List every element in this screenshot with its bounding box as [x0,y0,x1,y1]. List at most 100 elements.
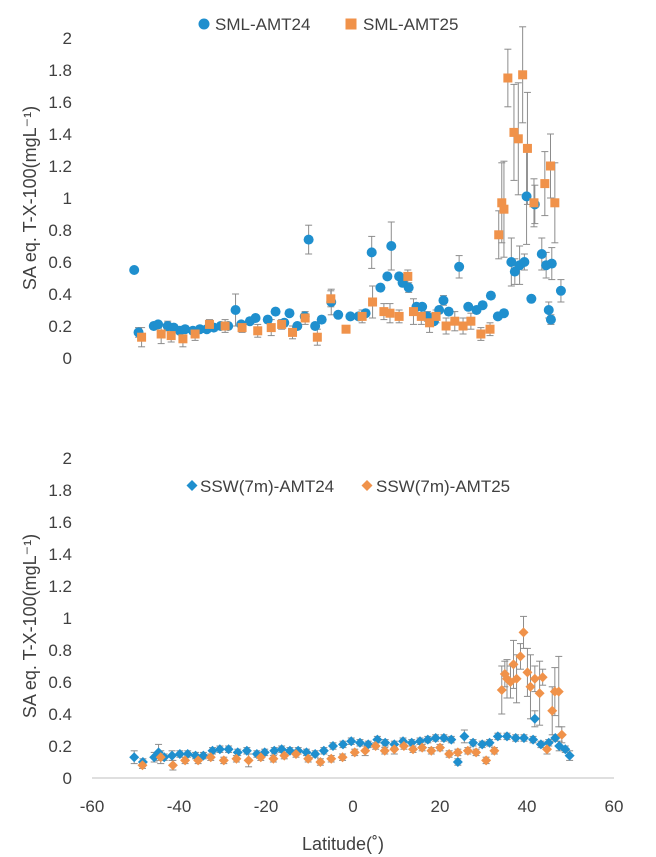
data-point [386,241,397,251]
data-point [518,627,529,638]
data-point [452,747,463,758]
y-tick-label: 1.8 [48,61,72,80]
data-point [555,285,566,296]
data-point [560,744,571,755]
data-point [354,737,365,748]
data-point [403,282,414,293]
y-tick-labels: 0 0.2 0.4 0.6 0.8 1 1.2 1.4 1.6 1.8 2 [48,449,72,788]
data-point [529,198,539,208]
data-point [485,290,496,301]
y-tick-label: 1.6 [48,93,72,112]
data-point [303,753,314,764]
data-point [518,70,528,80]
data-point [454,261,465,272]
error-bars [135,26,565,348]
y-tick-label: 1.4 [48,545,72,564]
data-point [452,757,463,767]
data-point [499,204,509,214]
data-point [129,752,140,763]
data-point [446,734,457,745]
data-point [266,323,276,333]
data-points [129,70,566,344]
data-point [269,745,280,756]
data-point [466,316,476,326]
x-tick-label: 60 [605,797,624,816]
data-point [262,314,273,325]
legend: SSW(7m)-AMT24 SSW(7m)-AMT25 [186,477,510,496]
data-point [536,249,547,259]
data-point [537,672,548,683]
y-tick-labels: 0 0.2 0.4 0.6 0.8 1 1.2 1.4 1.6 1.8 2 [48,29,72,368]
legend-label-ssw-amt24: SSW(7m)-AMT24 [200,477,334,496]
y-tick-label: 1.8 [48,481,72,500]
sml-chart: SML-AMT24 SML-AMT25 SA eq. T-X-100(mgL⁻¹… [20,15,566,368]
data-point [509,127,519,137]
data-point [546,258,557,269]
data-point [153,319,164,330]
y-tick-label: 2 [63,29,72,48]
data-point [316,314,327,325]
data-point [214,744,225,755]
data-point [368,297,378,307]
x-axis-label: Latitude(˚) [302,834,384,854]
x-tick-label: -60 [80,797,105,816]
data-point [497,198,507,208]
data-point [422,734,433,745]
y-tick-label: 2 [63,449,72,468]
y-tick-label: 1.2 [48,157,72,176]
data-point [553,686,564,697]
data-point [435,742,445,753]
x-tick-label: 40 [518,797,537,816]
legend-label-ssw-amt25: SSW(7m)-AMT25 [376,477,510,496]
y-axis-label: SA eq. T-X-100(mgL⁻¹) [20,534,40,718]
y-axis-label: SA eq. T-X-100(mgL⁻¹) [20,106,40,290]
data-point [430,733,441,743]
data-point [337,752,348,763]
data-point [518,733,529,743]
data-point [357,311,367,321]
data-point [545,161,555,171]
data-point [204,319,214,329]
data-point [477,739,488,750]
data-point [333,309,344,320]
data-point [426,745,437,756]
data-point [513,134,523,144]
data-point [525,681,536,692]
data-point [550,198,560,208]
data-point [408,307,418,317]
data-point [382,271,393,282]
data-point [341,324,351,334]
y-tick-label: 0.8 [48,641,72,660]
y-tick-label: 0 [63,769,72,788]
data-point [526,293,537,304]
data-point [528,734,539,745]
data-point [459,731,470,742]
data-point [360,745,371,756]
data-point [556,729,567,740]
data-point [431,311,441,321]
x-tick-label: 0 [348,797,357,816]
data-point [416,311,426,321]
data-point [303,234,314,245]
data-point [155,752,166,763]
x-tick-label: -20 [254,797,279,816]
data-point [535,739,546,750]
data-point [521,191,532,202]
data-point [137,760,148,771]
y-tick-label: 1.6 [48,513,72,532]
data-point [277,319,287,329]
x-tick-label: -40 [167,797,192,816]
data-point [198,750,209,761]
data-point [477,300,488,311]
data-point [205,752,216,763]
legend-marker-sml-amt25 [345,18,357,30]
data-point [312,332,322,342]
data-point [443,306,454,317]
data-point [166,331,176,341]
data-point [494,230,504,240]
y-tick-label: 1 [63,609,72,628]
data-point [394,311,404,321]
legend-marker-ssw-amt24 [186,480,198,491]
data-point [318,745,329,756]
data-point [385,308,395,318]
